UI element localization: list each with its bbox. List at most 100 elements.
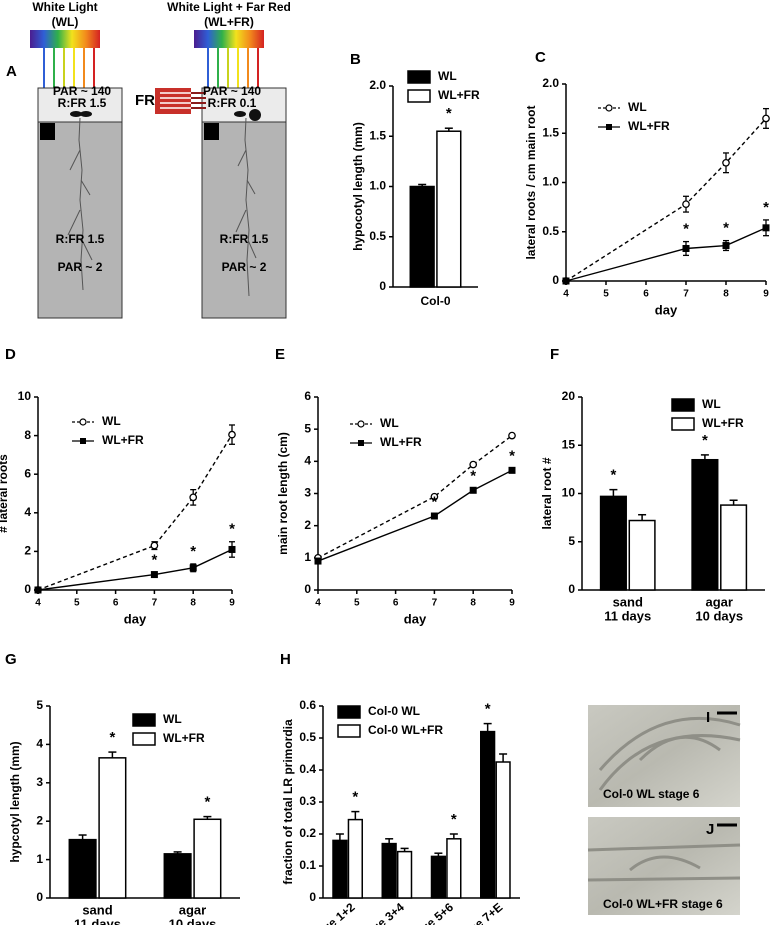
y-tick-label: 0.4 [299, 762, 316, 776]
bar [720, 504, 748, 591]
x-tick-label: stage 3+4 [356, 900, 407, 925]
y-tick-label: 1 [304, 550, 311, 564]
significance: * [723, 220, 729, 237]
x-tick-label: 8 [723, 289, 729, 300]
point [682, 200, 690, 209]
condition-title: White Light [32, 0, 97, 14]
bar [430, 855, 447, 899]
y-tick-label: 4 [36, 737, 43, 751]
legend-marker [80, 438, 86, 444]
x-tick-label: 6 [643, 289, 649, 300]
panel-letter: D [5, 346, 16, 363]
x-axis-label: day [404, 611, 427, 626]
bar [409, 185, 435, 288]
point [508, 466, 516, 474]
x-tick-label: 9 [763, 289, 769, 300]
condition-title: (WL+FR) [204, 15, 254, 29]
point [762, 224, 770, 232]
y-tick-label: 1.0 [542, 175, 559, 189]
point [469, 486, 477, 494]
fr-rays [191, 92, 206, 109]
fr-lamp-stripes [160, 92, 191, 109]
y-tick-label: 10 [18, 389, 32, 403]
y-tick-label: 8 [24, 428, 31, 442]
roots [67, 117, 257, 297]
legend-swatch [132, 732, 156, 746]
panel-micrographs: I Col-0 WL stage 6 J Col-0 WL+FR stage 6 [587, 705, 741, 915]
light-rays [43, 48, 259, 88]
shoot-chamber [37, 87, 123, 123]
point [722, 158, 730, 167]
x-tick-label: agar [706, 594, 733, 609]
y-axis-label: lateral root # [540, 457, 554, 529]
x-tick-label: Col-0 [421, 294, 451, 308]
point [562, 277, 570, 285]
y-tick-label: 0.5 [369, 229, 386, 243]
panel-letter: H [280, 651, 291, 668]
y-tick-label: 0.5 [542, 224, 559, 238]
bar [495, 761, 511, 899]
panel-letter: E [275, 346, 285, 363]
bar [98, 757, 127, 899]
y-tick-label: 10 [562, 486, 576, 500]
y-tick-label: 6 [24, 466, 31, 480]
significance: * [204, 794, 210, 811]
tissue [587, 843, 741, 882]
point [150, 541, 159, 550]
legend-marker [605, 104, 613, 112]
significance: * [509, 448, 515, 465]
x-tick-label: sand [82, 902, 112, 917]
light-spectrum [194, 30, 264, 48]
legend-label: WL+FR [380, 435, 422, 449]
x-axis-label: day [124, 611, 147, 626]
y-tick-label: 0 [379, 279, 386, 293]
x-tick-label: agar [179, 902, 206, 917]
legend-label: Col-0 WL+FR [368, 723, 443, 737]
point [430, 512, 438, 520]
seedling [80, 111, 92, 117]
x-tick-label: 7 [152, 598, 158, 609]
significance: * [485, 701, 491, 718]
legend-label: Col-0 WL [368, 704, 420, 718]
bar [163, 853, 192, 899]
point [189, 493, 198, 502]
y-tick-label: 0 [36, 890, 43, 904]
y-tick-label: 3 [36, 775, 43, 789]
y-tick-label: 0.5 [299, 730, 316, 744]
x-tick-label: stage 7+E [453, 900, 505, 925]
y-tick-label: 1.5 [542, 125, 559, 139]
legend-marker [606, 124, 612, 130]
x-tick-label: 10 days [695, 608, 743, 623]
point [508, 431, 516, 440]
line [37, 548, 233, 591]
point [469, 460, 478, 469]
x-tick-label: 4 [563, 289, 569, 300]
y-tick-label: 5 [36, 698, 43, 712]
y-axis-label: fraction of total LR primordia [281, 719, 295, 885]
panel-letter: C [535, 49, 546, 66]
y-tick-label: 4 [304, 454, 311, 468]
panel-letter: B [350, 51, 361, 68]
panel-a: A White Light (WL) White Light + Far Red… [6, 0, 291, 319]
y-tick-label: 1.0 [369, 179, 386, 193]
legend-marker [79, 418, 87, 426]
bar [599, 495, 627, 591]
seedling [70, 111, 82, 117]
seedling [249, 109, 261, 121]
condition-value: PAR ~ 140 [53, 84, 111, 98]
line [317, 435, 513, 559]
legend-swatch [337, 724, 361, 738]
legend-label: WL [438, 69, 457, 83]
legend-swatch [337, 705, 361, 719]
panel-letter: F [550, 346, 559, 363]
micrograph [588, 817, 740, 915]
significance: * [470, 468, 476, 485]
bar [193, 818, 222, 899]
point [228, 545, 236, 553]
point [34, 586, 42, 594]
legend-marker [357, 420, 365, 428]
y-tick-label: 2.0 [369, 78, 386, 92]
y-axis-label: lateral roots / cm main root [524, 105, 538, 259]
y-tick-label: 5 [568, 534, 575, 548]
legend-swatch [132, 713, 156, 727]
